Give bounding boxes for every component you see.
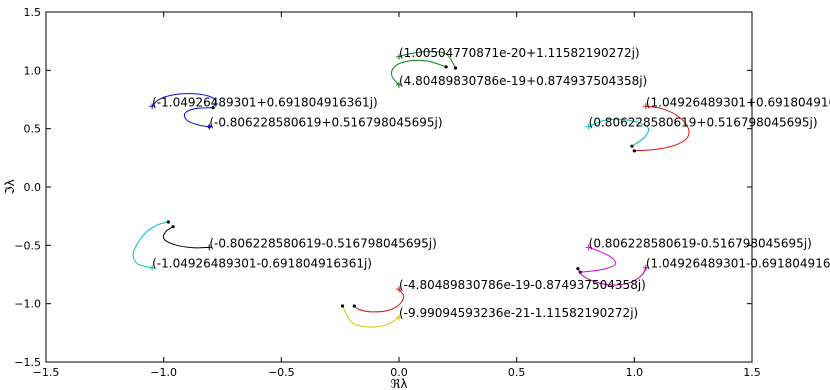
end-marker [576,267,580,271]
x-axis-label: ℜλ [391,377,408,390]
x-tick-label: 1.0 [626,366,644,379]
end-marker [166,220,170,224]
start-marker [206,244,213,251]
start-marker [206,123,213,130]
eigenvalue-annotation: (0.806228580619+0.516798045695j) [589,116,818,130]
x-tick-label: −1.5 [33,366,60,379]
start-marker [396,314,402,321]
end-marker [340,304,345,308]
x-tick-label: 0.5 [508,366,526,379]
trajectory-line [577,267,647,286]
y-tick-label: −0.5 [14,239,41,252]
end-marker [171,225,175,229]
start-marker [642,264,649,271]
x-tick-label: 1.5 [743,366,761,379]
y-axis-label: ℑλ [3,179,17,194]
eigenvalue-annotation: (-1.04926489301+0.691804916361j) [152,95,378,109]
trajectory-line [342,305,400,328]
trajectory-line [183,107,214,128]
end-marker [632,149,636,153]
plot-content: (1.00504770871e-20+1.11582190272j) (4.804… [132,46,830,328]
tick-layer: −1.5 −1.0 −0.5 0.0 0.5 1.0 1.5 −1.5 −1.0 −0.5 0.0 0… [14,6,760,379]
trajectory-line [132,221,169,269]
trajectory-line [353,288,405,313]
eigenvalue-annotation: (0.806228580619-0.516798045695j) [589,236,812,250]
end-marker [444,65,448,69]
trajectory-line [634,105,690,152]
y-tick-label: 0.0 [24,181,42,194]
x-tick-label: −1.0 [150,366,177,379]
start-marker [396,53,402,60]
eigenvalue-annotation: (1.00504770871e-20+1.11582190272j) [399,46,640,60]
end-marker [211,106,215,110]
start-marker [149,103,156,110]
start-marker [642,103,649,110]
y-tick-label: 0.5 [24,123,42,136]
eigenvalue-annotation: (1.04926489301+0.69180491636 [646,95,830,109]
y-tick-label: −1.0 [14,298,41,311]
trajectory-line [588,118,650,147]
eigenvalue-annotation: (-4.80489830786e-19-0.874937504358j) [399,278,646,292]
y-tick-label: 1.5 [24,6,42,19]
trajectory-line [391,59,447,86]
start-marker [149,264,156,271]
eigenvalue-annotation: (-9.99094593236e-21-1.11582190272j) [399,306,638,320]
eigenvalue-annotation: (-1.04926489301-0.691804916361j) [152,257,372,271]
trajectory-line [398,51,456,69]
x-tick-label: 0.0 [390,366,408,379]
trajectory-line [162,226,210,249]
start-marker [396,81,402,88]
y-tick-label: −1.5 [14,356,41,369]
start-marker [396,286,402,293]
trajectory-line [151,93,217,108]
eigenvalue-annotation: (-0.806228580619+0.516798045695j) [209,116,442,130]
y-tick-label: 1.0 [24,64,42,77]
trajectory-line [580,246,617,273]
start-marker [585,123,592,130]
end-marker [630,144,634,148]
end-marker [352,304,356,308]
x-tick-label: −0.5 [268,366,295,379]
eigenvalue-annotation: (1.04926489301-0.691804916361 [646,257,830,271]
end-marker [453,66,458,70]
eigenvalue-annotation: (-0.806228580619-0.516798045695j) [209,236,437,250]
eigenvalue-annotation: (4.80489830786e-19+0.874937504358j) [399,74,647,88]
start-marker [585,244,592,251]
